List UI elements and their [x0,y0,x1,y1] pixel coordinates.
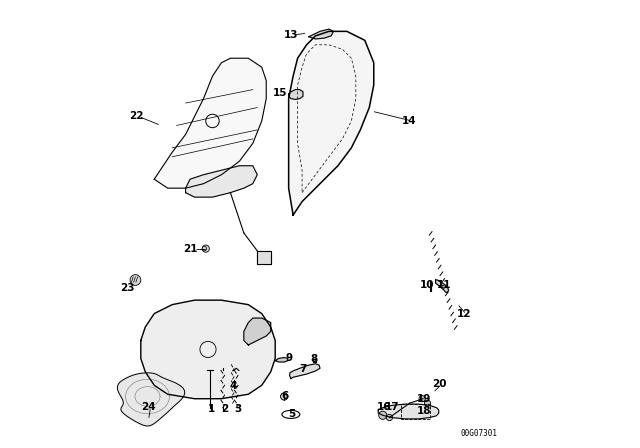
Polygon shape [275,358,288,362]
Text: 22: 22 [129,112,143,121]
Text: 00G07301: 00G07301 [461,429,497,438]
Text: 24: 24 [141,402,156,412]
Text: 14: 14 [403,116,417,126]
Polygon shape [309,29,333,39]
Text: 20: 20 [433,379,447,389]
Text: 21: 21 [183,244,197,254]
Polygon shape [430,281,431,291]
Text: 16: 16 [376,402,391,412]
Polygon shape [141,300,275,399]
Polygon shape [186,166,257,197]
Text: 23: 23 [120,283,135,293]
Circle shape [424,400,431,406]
Text: 18: 18 [417,406,431,416]
Circle shape [379,411,387,419]
Text: 1: 1 [207,404,215,414]
Text: 4: 4 [230,381,237,391]
Text: 6: 6 [282,391,289,401]
Circle shape [202,245,209,252]
Circle shape [387,414,392,421]
Text: 13: 13 [284,30,298,40]
Circle shape [202,246,207,251]
Text: 11: 11 [437,280,452,290]
Text: 9: 9 [285,353,292,363]
Polygon shape [289,364,320,379]
Polygon shape [314,359,316,362]
Circle shape [130,275,141,285]
Text: 5: 5 [288,409,296,418]
Polygon shape [436,280,449,293]
Text: 12: 12 [457,310,472,319]
Polygon shape [154,58,266,188]
Circle shape [419,396,426,402]
Text: 8: 8 [310,354,318,364]
Text: 7: 7 [300,364,307,374]
Polygon shape [257,251,271,264]
Polygon shape [378,404,439,419]
Polygon shape [289,31,374,215]
Text: 3: 3 [234,404,242,414]
Text: 15: 15 [273,88,287,98]
Polygon shape [289,90,303,99]
Text: 17: 17 [385,402,400,412]
Polygon shape [244,318,271,345]
Polygon shape [117,373,185,426]
Text: —: — [195,244,206,254]
Text: 10: 10 [420,280,435,290]
Circle shape [280,393,288,400]
Text: 19: 19 [417,394,431,404]
Text: 2: 2 [221,404,228,414]
